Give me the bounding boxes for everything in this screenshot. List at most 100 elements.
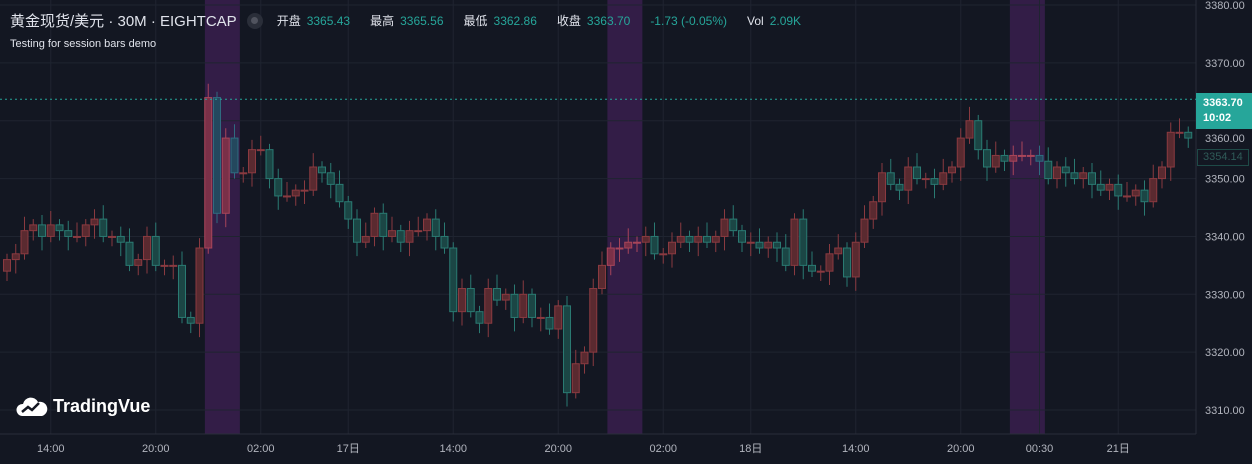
candle-up xyxy=(939,172,948,185)
candle-down xyxy=(545,316,554,330)
x-tick-label: 20:00 xyxy=(544,443,572,455)
low-value: 3362.86 xyxy=(493,13,537,28)
candle-down xyxy=(895,183,904,191)
candle-down xyxy=(1070,172,1079,180)
candle-up xyxy=(143,235,151,261)
candle-down xyxy=(703,235,711,243)
candle-up xyxy=(29,224,38,232)
candle-down xyxy=(64,230,73,237)
candle-down xyxy=(335,183,344,203)
candle-down xyxy=(265,149,274,180)
candle-up xyxy=(108,235,116,238)
candle-down xyxy=(230,137,239,174)
x-tick-label: 20:00 xyxy=(142,443,170,455)
candle-down xyxy=(729,218,738,232)
candle-down xyxy=(738,230,746,243)
candle-down xyxy=(431,218,440,237)
session-band xyxy=(607,0,643,434)
candle-down xyxy=(125,241,134,266)
close-label: 收盘 xyxy=(556,14,581,28)
candle-up xyxy=(834,247,843,255)
secondary-price-label: 3354.14 xyxy=(1197,149,1249,166)
candle-down xyxy=(563,305,571,394)
candle-up xyxy=(668,241,676,255)
candle-up xyxy=(458,288,466,313)
candle-up xyxy=(711,235,720,243)
candle-up xyxy=(414,230,423,233)
candle-down xyxy=(1088,172,1096,185)
y-tick-label: 3340.00 xyxy=(1205,231,1245,243)
candle-down xyxy=(1096,183,1105,191)
candle-down xyxy=(475,311,484,324)
candle-up xyxy=(423,218,431,232)
candle-up xyxy=(676,235,685,243)
candle-up xyxy=(484,288,493,324)
candle-up xyxy=(221,137,230,214)
candle-up xyxy=(580,351,589,365)
candle-up xyxy=(134,259,143,266)
candle-down xyxy=(528,293,536,318)
candle-up xyxy=(624,241,633,249)
candle-up xyxy=(860,218,869,243)
candle-down xyxy=(1114,183,1123,197)
x-tick-label: 20:00 xyxy=(947,443,975,455)
candle-up xyxy=(764,241,773,249)
candle-down xyxy=(773,241,781,249)
last-price-label: 3363.70 10:02 xyxy=(1196,93,1252,129)
candle-up xyxy=(90,218,99,226)
candle-up xyxy=(11,253,20,261)
visibility-toggle-icon[interactable] xyxy=(246,12,263,29)
x-tick-label: 17日 xyxy=(337,443,360,455)
logo-text: TradingVue xyxy=(53,396,151,416)
candle-up xyxy=(204,97,213,249)
open-label: 开盘 xyxy=(276,14,301,28)
candle-up xyxy=(720,218,729,237)
tradingvue-logo: TradingVue xyxy=(16,396,150,417)
candle-up xyxy=(1105,183,1114,191)
candle-down xyxy=(213,97,221,214)
candle-up xyxy=(878,172,886,203)
candle-down xyxy=(843,247,851,278)
candle-up xyxy=(615,247,624,250)
candle-down xyxy=(318,166,326,174)
candle-down xyxy=(274,178,283,197)
candle-up xyxy=(300,189,309,192)
candle-down xyxy=(974,120,983,151)
candle-up xyxy=(536,316,545,319)
high-label: 最高 xyxy=(370,14,395,28)
candle-up xyxy=(20,230,29,255)
bar-countdown: 10:02 xyxy=(1203,112,1232,124)
candle-up xyxy=(46,224,55,237)
candle-up xyxy=(904,166,913,191)
candle-up xyxy=(571,363,580,394)
x-tick-label: 14:00 xyxy=(439,443,467,455)
candle-up xyxy=(405,230,414,243)
candle-down xyxy=(116,235,125,243)
candle-up xyxy=(1131,189,1140,197)
candle-down xyxy=(1000,154,1009,162)
candle-up xyxy=(851,241,860,278)
candle-down xyxy=(493,288,501,301)
candle-down xyxy=(781,247,790,266)
candle-up xyxy=(825,253,834,272)
candle-up xyxy=(1158,166,1166,180)
candle-up xyxy=(81,224,90,237)
candle-down xyxy=(353,218,361,243)
x-tick-label: 14:00 xyxy=(842,443,870,455)
candle-up xyxy=(598,264,606,290)
symbol-title[interactable]: 黄金现货/美元 · 30M · EIGHTCAP xyxy=(10,13,237,30)
open-value: 3365.43 xyxy=(306,13,351,28)
candle-up xyxy=(1175,131,1184,134)
candle-down xyxy=(913,166,921,180)
candle-up xyxy=(361,235,370,243)
candle-down xyxy=(379,212,388,237)
indicator-subtitle: Testing for session bars demo xyxy=(10,38,157,50)
candle-up xyxy=(388,230,396,237)
vol-value: 2.09K xyxy=(769,13,802,28)
candle-up xyxy=(659,253,668,256)
candle-up xyxy=(921,178,930,181)
candle-up xyxy=(956,137,965,168)
y-tick-label: 3310.00 xyxy=(1205,405,1245,417)
candle-down xyxy=(396,230,405,243)
